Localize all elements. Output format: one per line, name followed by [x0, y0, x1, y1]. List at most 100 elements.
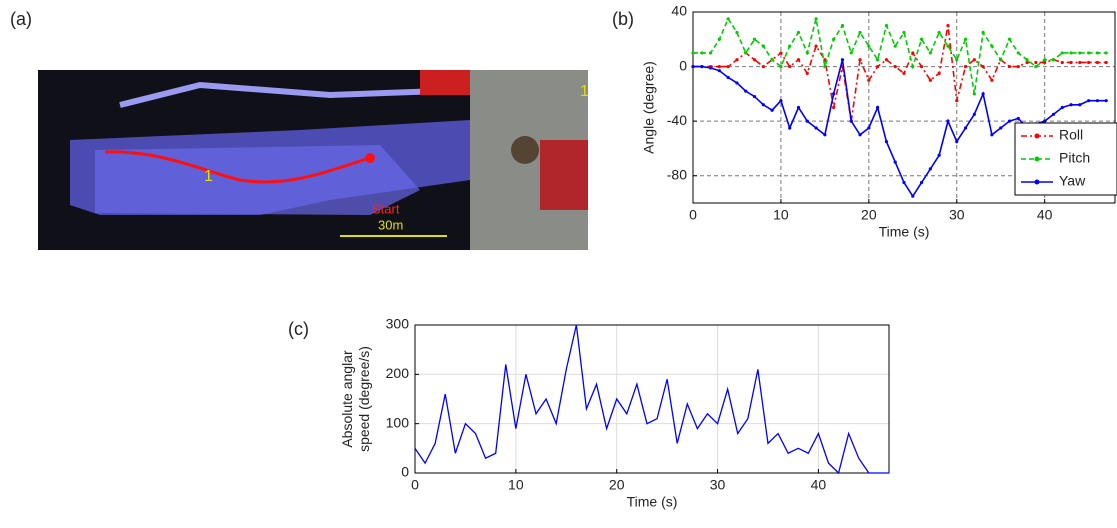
data-point: [902, 30, 906, 35]
data-point: [972, 92, 976, 96]
legend-label: Pitch: [1059, 150, 1090, 166]
data-point: [832, 92, 836, 96]
data-point: [726, 64, 730, 69]
x-axis-label: Time (s): [879, 224, 930, 240]
data-point: [876, 64, 880, 69]
data-point: [814, 126, 818, 130]
y-axis-label: speed (degree/s): [356, 346, 372, 452]
y-tick-label: 0: [401, 464, 409, 480]
data-point: [911, 194, 915, 198]
data-point: [1104, 99, 1108, 103]
data-point: [1095, 60, 1100, 65]
data-point: [770, 108, 774, 112]
data-point: [691, 64, 695, 69]
data-point: [840, 24, 845, 28]
data-point: [937, 153, 941, 157]
image-label: 30m: [378, 217, 403, 232]
data-point: [1016, 116, 1020, 121]
data-point: [858, 58, 862, 62]
data-point: [1095, 51, 1100, 55]
data-point: [752, 37, 757, 41]
trajectory: [104, 150, 371, 184]
data-line: [693, 25, 1107, 122]
data-point: [955, 140, 959, 144]
plot-frame: [414, 324, 890, 474]
data-point: [779, 64, 783, 69]
data-point: [946, 119, 950, 123]
data-point: [735, 81, 739, 85]
panel-label: (a): [10, 9, 32, 29]
data-point: [1051, 58, 1056, 62]
data-point: [1104, 60, 1108, 65]
data-point: [963, 37, 968, 41]
data-point: [761, 103, 765, 107]
data-point: [735, 58, 739, 62]
data-point: [946, 24, 950, 28]
y-axis-label: Angle (degree): [641, 61, 657, 154]
point-cloud-image: 1 Start 30m 1: [38, 70, 589, 250]
data-point: [893, 44, 897, 48]
data-point: [990, 133, 994, 137]
data-point: [884, 58, 889, 62]
data-point: [779, 99, 783, 103]
data-point: [735, 30, 739, 35]
data-point: [955, 99, 959, 103]
data-point: [1043, 60, 1047, 65]
x-tick-label: 0: [411, 477, 419, 493]
data-point: [726, 75, 730, 80]
person: [511, 136, 539, 164]
data-point: [1025, 60, 1029, 65]
data-point: [937, 30, 941, 35]
legend-marker: [1034, 133, 1040, 139]
data-point: [1016, 51, 1020, 55]
data-point: [849, 119, 853, 123]
data-point: [911, 64, 915, 69]
legend: Roll Pitch Yaw: [1014, 122, 1117, 196]
x-tick-label: 0: [689, 207, 697, 223]
x-tick-label: 10: [773, 207, 789, 223]
data-point: [990, 44, 994, 48]
data-point: [779, 51, 783, 55]
data-point: [1087, 99, 1091, 103]
y-tick-label: -40: [667, 112, 687, 128]
y-tick-label: 100: [386, 414, 410, 430]
data-point: [814, 44, 818, 48]
data-point: [858, 133, 862, 137]
data-point: [867, 44, 871, 48]
data-point: [946, 44, 950, 48]
data-point: [1007, 119, 1012, 123]
data-point: [867, 78, 871, 82]
data-point: [1078, 103, 1082, 107]
data-point: [717, 64, 721, 69]
data-point: [744, 51, 748, 55]
x-axis-label: Time (s): [627, 494, 678, 510]
data-point: [761, 44, 765, 48]
data-point: [788, 44, 792, 48]
data-point: [708, 66, 713, 70]
data-point: [1069, 60, 1073, 65]
data-point: [981, 30, 985, 35]
data-point: [1095, 99, 1100, 103]
data-point: [928, 167, 932, 171]
data-point: [700, 51, 704, 55]
data-point: [1060, 51, 1064, 55]
structure: [420, 70, 470, 95]
x-tick-label: 40: [811, 477, 827, 493]
data-point: [788, 126, 792, 130]
vehicle: [540, 140, 588, 210]
data-point: [1007, 37, 1012, 41]
y-tick-label: 300: [386, 316, 410, 332]
data-point: [1025, 58, 1029, 62]
data-point: [708, 51, 713, 55]
data-point: [972, 58, 976, 62]
data-point: [937, 71, 941, 75]
data-point: [919, 37, 924, 41]
data-point: [717, 69, 721, 73]
y-tick-label: 40: [671, 3, 687, 19]
data-point: [796, 105, 801, 110]
x-tick-label: 30: [710, 477, 726, 493]
data-point: [902, 71, 906, 75]
start-point: [365, 153, 375, 163]
x-tick-label: 10: [508, 477, 524, 493]
